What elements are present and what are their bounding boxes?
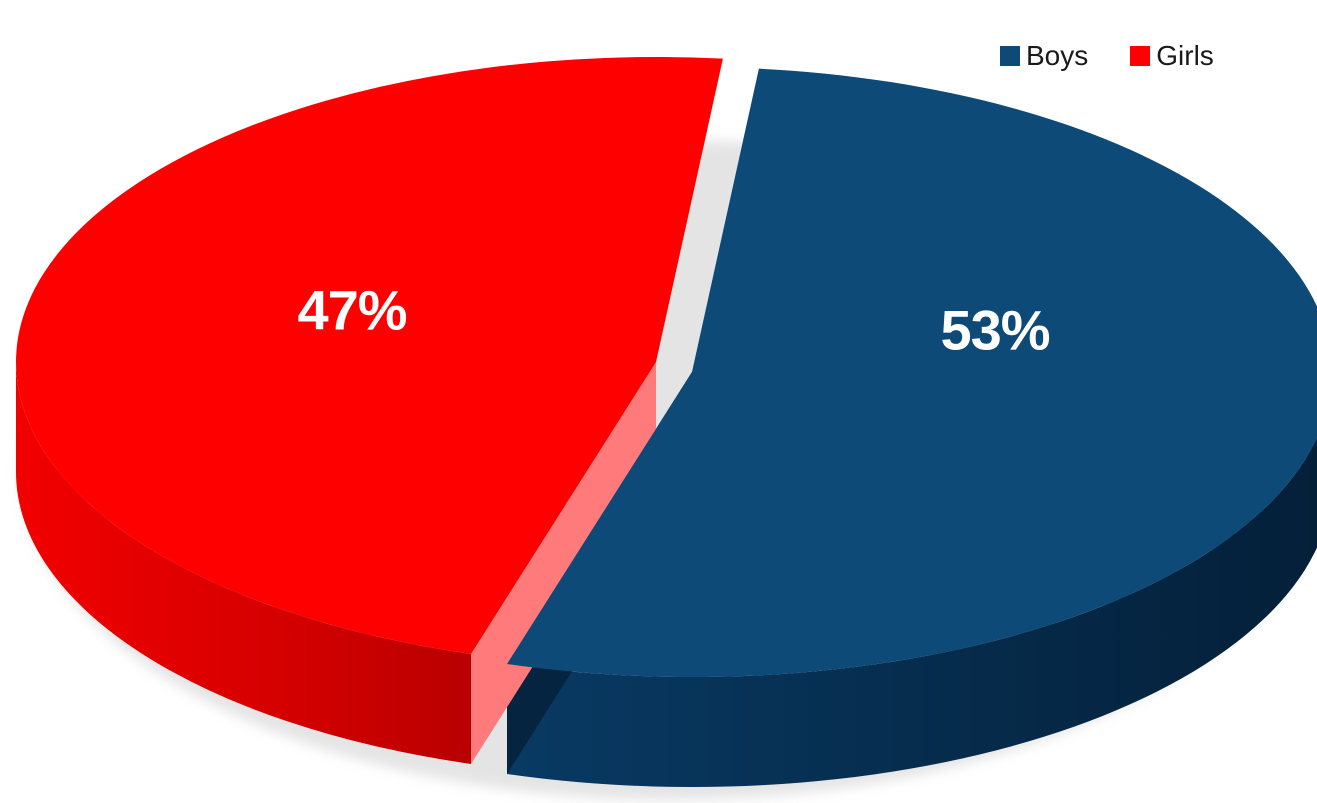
pie-side-boys bbox=[507, 437, 1317, 787]
legend-label-girls: Girls bbox=[1156, 40, 1214, 71]
pie-side-girls bbox=[16, 362, 472, 764]
slice-label-boys: 53% bbox=[940, 298, 1050, 362]
pie-slice-boys bbox=[507, 68, 1317, 678]
legend-item-boys: Boys bbox=[1000, 40, 1088, 72]
legend-swatch-boys bbox=[1000, 46, 1020, 66]
slice-label-girls: 47% bbox=[297, 278, 407, 342]
legend-swatch-girls bbox=[1130, 46, 1151, 66]
legend-label-boys: Boys bbox=[1026, 40, 1089, 71]
legend-item-girls: Girls bbox=[1130, 40, 1214, 72]
legend: Boys Girls bbox=[1000, 40, 1214, 72]
pie-slice-girls bbox=[16, 56, 723, 654]
pie-slices bbox=[16, 56, 1317, 787]
